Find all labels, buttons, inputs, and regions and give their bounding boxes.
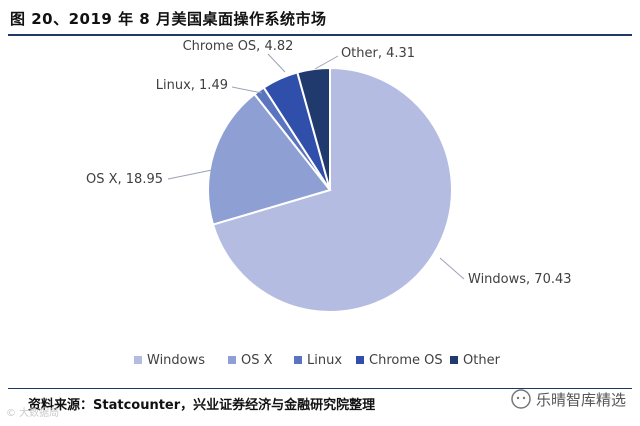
leader-line [267, 53, 286, 73]
source-rule [8, 388, 632, 389]
legend-label: Windows [147, 353, 205, 368]
source-note: 资料来源：Statcounter，兴业证券经济与金融研究院整理 [28, 398, 376, 413]
legend-label: Chrome OS [369, 353, 443, 368]
data-label: OS X, 18.95 [86, 172, 163, 187]
legend-swatch [294, 356, 302, 364]
legend-swatch [450, 356, 458, 364]
data-label: Windows, 70.43 [468, 272, 572, 287]
legend-swatch [134, 356, 142, 364]
watermark-right-text: 乐晴智库精选 [535, 390, 626, 409]
pie-slice-other [296, 66, 331, 191]
wechat-icon [511, 389, 531, 409]
pie-slice-windows [211, 66, 453, 313]
figure-title: 图 20、2019 年 8 月美国桌面操作系统市场 [10, 10, 327, 28]
legend-swatch [356, 356, 364, 364]
leader-line [314, 55, 339, 70]
legend-swatch [228, 356, 236, 364]
leader-line [439, 257, 465, 280]
watermark-right: 乐晴智库精选 [510, 388, 626, 410]
pie-slice-os-x [207, 92, 332, 226]
leader-line [231, 86, 263, 94]
watermark-left: © 大数据局 [6, 408, 60, 419]
data-label: Chrome OS, 4.82 [183, 39, 294, 54]
legend-label: Other [463, 353, 501, 368]
data-label: Other, 4.31 [341, 46, 415, 61]
legend-label: Linux [307, 353, 342, 368]
data-label: Linux, 1.49 [156, 78, 228, 93]
legend-label: OS X [241, 353, 273, 368]
title-rule [8, 34, 632, 36]
leader-line [167, 169, 213, 180]
